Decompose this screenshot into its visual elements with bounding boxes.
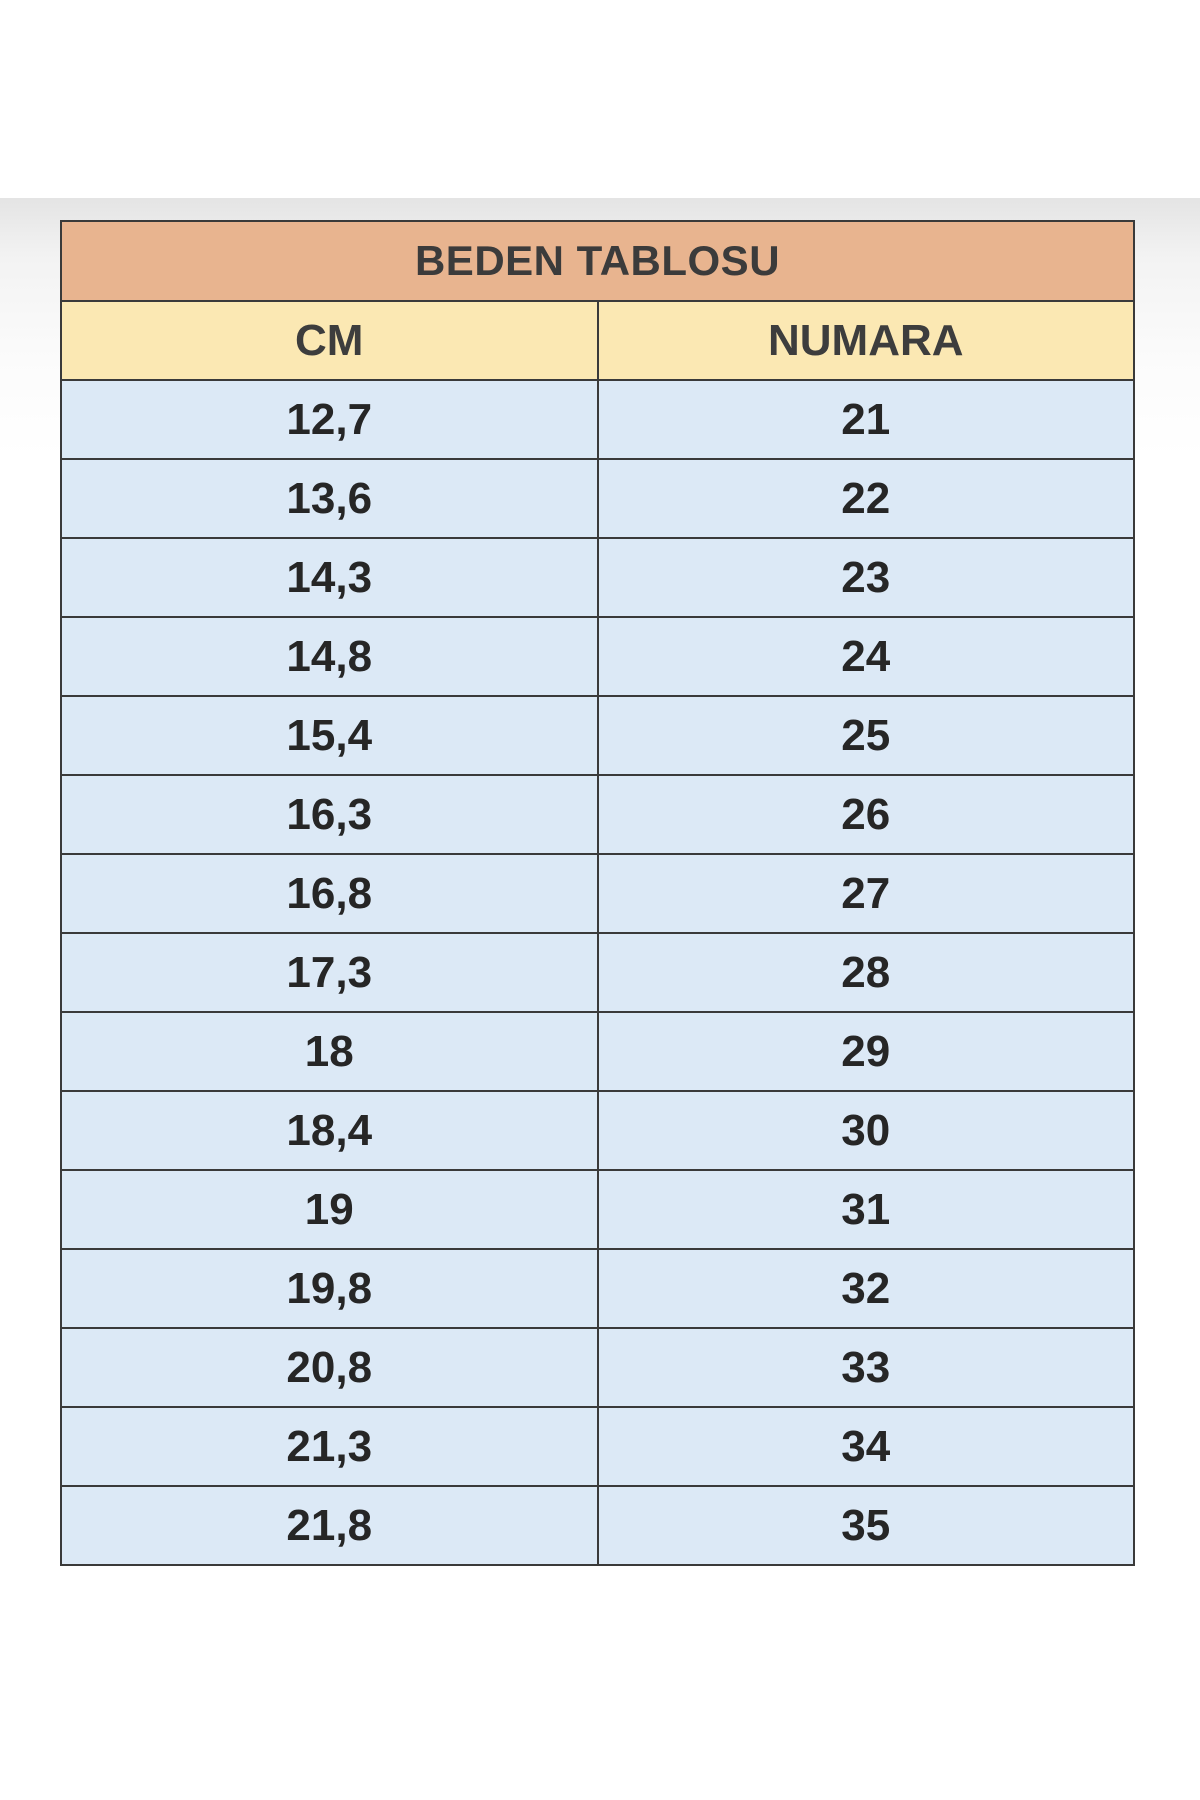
cell-numara: 29	[596, 1011, 1135, 1092]
table-row: 13,6 22	[60, 458, 1135, 539]
cell-cm: 14,8	[60, 616, 599, 697]
table-row: 21,8 35	[60, 1485, 1135, 1566]
table-row: 18,4 30	[60, 1090, 1135, 1171]
table-row: 16,3 26	[60, 774, 1135, 855]
title-row: BEDEN TABLOSU	[60, 220, 1135, 302]
cell-numara: 21	[596, 379, 1135, 460]
cell-numara: 26	[596, 774, 1135, 855]
column-header-cm: CM	[60, 300, 599, 381]
cell-cm: 18	[60, 1011, 599, 1092]
size-chart-table: BEDEN TABLOSU CM NUMARA 12,7 21 13,6 22 14,3…	[60, 220, 1135, 1566]
cell-numara: 32	[596, 1248, 1135, 1329]
cell-numara: 34	[596, 1406, 1135, 1487]
cell-cm: 21,8	[60, 1485, 599, 1566]
cell-cm: 15,4	[60, 695, 599, 776]
cell-numara: 23	[596, 537, 1135, 618]
cell-cm: 17,3	[60, 932, 599, 1013]
cell-cm: 14,3	[60, 537, 599, 618]
cell-numara: 27	[596, 853, 1135, 934]
cell-cm: 16,3	[60, 774, 599, 855]
cell-numara: 33	[596, 1327, 1135, 1408]
cell-cm: 12,7	[60, 379, 599, 460]
table-row: 12,7 21	[60, 379, 1135, 460]
table-row: 15,4 25	[60, 695, 1135, 776]
table-row: 16,8 27	[60, 853, 1135, 934]
table-row: 21,3 34	[60, 1406, 1135, 1487]
cell-cm: 19	[60, 1169, 599, 1250]
header-row: CM NUMARA	[60, 300, 1135, 381]
cell-numara: 35	[596, 1485, 1135, 1566]
table-row: 17,3 28	[60, 932, 1135, 1013]
table-title: BEDEN TABLOSU	[60, 220, 1135, 302]
cell-cm: 21,3	[60, 1406, 599, 1487]
table-row: 19,8 32	[60, 1248, 1135, 1329]
column-header-numara: NUMARA	[596, 300, 1135, 381]
table-row: 20,8 33	[60, 1327, 1135, 1408]
cell-numara: 31	[596, 1169, 1135, 1250]
cell-numara: 25	[596, 695, 1135, 776]
cell-numara: 22	[596, 458, 1135, 539]
cell-numara: 30	[596, 1090, 1135, 1171]
cell-numara: 28	[596, 932, 1135, 1013]
table-row: 14,3 23	[60, 537, 1135, 618]
cell-numara: 24	[596, 616, 1135, 697]
table-body: 12,7 21 13,6 22 14,3 23 14,8 24 15,4 25 16,3 26 16,8…	[60, 379, 1135, 1566]
cell-cm: 18,4	[60, 1090, 599, 1171]
cell-cm: 16,8	[60, 853, 599, 934]
table-row: 19 31	[60, 1169, 1135, 1250]
cell-cm: 20,8	[60, 1327, 599, 1408]
cell-cm: 19,8	[60, 1248, 599, 1329]
table-row: 18 29	[60, 1011, 1135, 1092]
cell-cm: 13,6	[60, 458, 599, 539]
table-row: 14,8 24	[60, 616, 1135, 697]
